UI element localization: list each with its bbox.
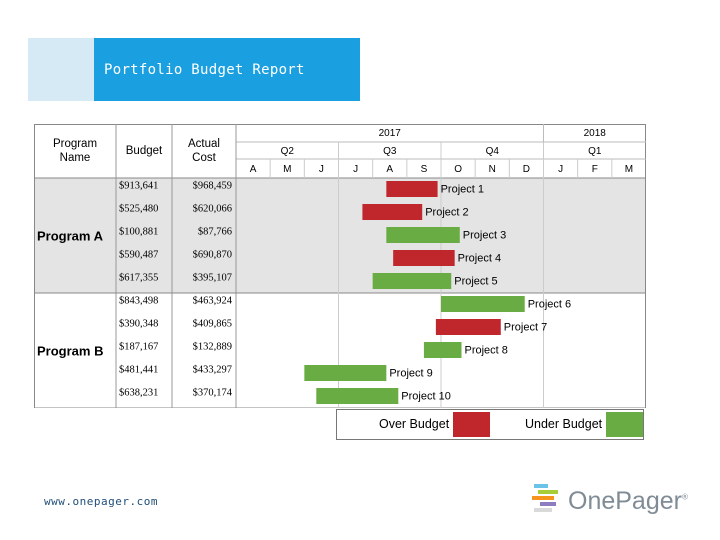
actual-cost-value: $690,870 [193,250,232,261]
budget-value: $638,231 [119,388,158,399]
actual-cost-value: $132,889 [193,342,232,353]
bar-label: Project 7 [504,322,547,334]
bar-label: Project 8 [465,345,508,357]
month-label: M [283,164,291,175]
gantt-bar [316,388,399,404]
page-title: Portfolio Budget Report [104,62,305,78]
gantt-chart: Q2 Q3 Q4 Q1 2017 2018 A M J J A S O N D J F M Program Name B… [34,124,646,408]
month-label: S [421,164,428,175]
budget-value: $913,641 [119,181,158,192]
budget-header: Budget [126,145,163,157]
budget-value: $843,498 [119,296,158,307]
legend-under-budget-swatch [606,412,643,437]
actual-cost-value: $87,766 [198,227,232,238]
actual-cost-value: $370,174 [193,388,233,399]
gantt-bar [362,204,423,220]
bar-label: Project 9 [389,368,432,380]
legend-over-budget-label: Over Budget [379,417,450,431]
actual-cost-value: $409,865 [193,319,232,330]
month-label: O [454,164,462,175]
quarter-label: Q2 [281,146,295,157]
gantt-chart-svg: Q2 Q3 Q4 Q1 2017 2018 A M J J A S O N D J F M Program Name B… [34,124,646,408]
gantt-bar [435,319,501,335]
year-label: 2018 [584,128,607,139]
budget-value: $481,441 [119,365,158,376]
gantt-bar [304,365,387,381]
month-label: J [558,164,563,175]
actual-cost-header: Cost [192,152,216,164]
actual-cost-value: $395,107 [193,273,232,284]
bar-label: Project 3 [463,230,506,242]
month-label: F [592,164,598,175]
footer-url: www.onepager.com [44,495,158,508]
month-label: M [625,164,633,175]
month-label: J [353,164,358,175]
actual-cost-value: $463,924 [193,296,233,307]
table-border [34,124,646,408]
budget-value: $390,348 [119,319,158,330]
onepager-logo-text: OnePager® [568,487,688,515]
gantt-bar [372,273,452,289]
onepager-logo: OnePager® [530,482,690,522]
gantt-bar [441,296,525,312]
actual-cost-value: $620,066 [193,204,232,215]
program-name: Program B [37,344,103,359]
budget-value: $100,881 [119,227,158,238]
budget-value: $617,355 [119,273,158,284]
gantt-bar [386,227,460,243]
bar-label: Project 2 [425,207,468,219]
budget-value: $187,167 [119,342,158,353]
program-name-header: Name [60,152,91,164]
quarter-label: Q1 [588,146,602,157]
program-name-header: Program [53,138,97,150]
bar-label: Project 6 [528,299,571,311]
bar-label: Project 5 [454,276,497,288]
bar-label: Project 1 [441,184,484,196]
legend-under-budget-label: Under Budget [525,417,603,431]
quarter-label: Q3 [383,146,397,157]
budget-value: $525,480 [119,204,158,215]
actual-cost-value: $968,459 [193,181,232,192]
month-label: J [319,164,324,175]
actual-cost-value: $433,297 [193,365,232,376]
title-accent-block [28,38,94,101]
month-label: A [250,164,257,175]
program-name: Program A [37,229,104,244]
budget-value: $590,487 [119,250,158,261]
month-label: D [523,164,530,175]
actual-cost-header: Actual [188,138,220,150]
quarter-label: Q4 [486,146,500,157]
month-label: A [386,164,393,175]
onepager-logo-icon [532,484,558,512]
gantt-bar [423,342,462,358]
title-band [94,38,360,101]
legend-over-budget-swatch [453,412,490,437]
bar-label: Project 10 [401,391,451,403]
gantt-bar [386,181,438,197]
gantt-bar [393,250,455,266]
bar-label: Project 4 [458,253,501,265]
legend: Over Budget Under Budget [336,409,644,440]
year-label: 2017 [379,128,402,139]
month-label: N [489,164,496,175]
